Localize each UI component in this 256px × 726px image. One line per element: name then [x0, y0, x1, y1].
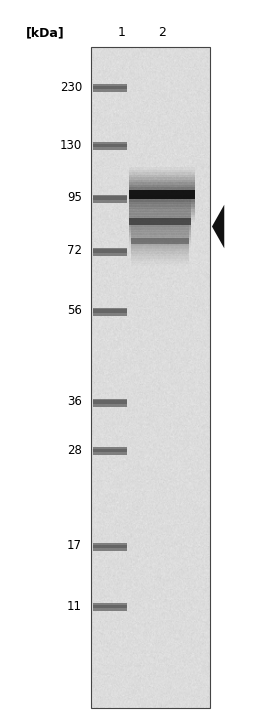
Bar	[129, 203, 191, 240]
Bar	[93, 195, 127, 203]
Bar	[131, 221, 189, 261]
Bar	[93, 86, 127, 89]
Bar	[91, 47, 210, 708]
Text: [kDa]: [kDa]	[26, 26, 64, 39]
Bar	[129, 174, 195, 215]
Bar	[129, 200, 191, 242]
Text: 230: 230	[60, 81, 82, 94]
Bar	[93, 144, 127, 147]
Bar	[93, 603, 127, 611]
Bar	[129, 218, 191, 225]
Bar	[129, 177, 195, 212]
Bar	[129, 216, 191, 227]
Bar	[131, 238, 189, 243]
Bar	[129, 198, 191, 245]
Bar	[129, 205, 191, 237]
Bar	[131, 233, 189, 248]
Bar	[129, 218, 191, 225]
Text: 36: 36	[67, 395, 82, 408]
Bar	[129, 167, 195, 222]
Bar	[129, 185, 195, 205]
Bar	[131, 238, 189, 243]
Text: 17: 17	[67, 539, 82, 552]
Text: 130: 130	[60, 139, 82, 152]
Bar	[93, 196, 127, 200]
Bar	[129, 170, 195, 219]
Bar	[129, 172, 195, 217]
Bar	[129, 179, 195, 209]
Bar	[93, 447, 127, 455]
Text: 1: 1	[118, 26, 125, 39]
Bar	[93, 142, 127, 150]
Text: 11: 11	[67, 600, 82, 613]
Bar	[129, 187, 195, 202]
Bar	[93, 248, 127, 256]
Bar	[93, 249, 127, 253]
Bar	[131, 226, 189, 256]
Bar	[131, 218, 189, 264]
Bar	[93, 543, 127, 551]
Text: 28: 28	[67, 444, 82, 457]
Bar	[93, 399, 127, 407]
Bar	[131, 228, 189, 253]
Bar	[129, 189, 195, 199]
Bar	[129, 208, 191, 235]
Bar	[129, 213, 191, 229]
Text: 95: 95	[67, 191, 82, 204]
Text: 2: 2	[159, 26, 166, 39]
Bar	[129, 211, 191, 232]
Bar	[93, 605, 127, 608]
Bar	[93, 400, 127, 404]
Bar	[93, 308, 127, 316]
Bar	[131, 236, 189, 246]
Polygon shape	[212, 205, 224, 248]
Text: 72: 72	[67, 244, 82, 257]
Bar	[129, 195, 191, 248]
Bar	[129, 182, 195, 207]
Text: 56: 56	[67, 304, 82, 317]
Bar	[131, 223, 189, 258]
Bar	[93, 309, 127, 313]
Bar	[131, 216, 189, 266]
Bar	[93, 449, 127, 452]
Bar	[93, 544, 127, 548]
Bar	[129, 189, 195, 199]
Bar	[131, 231, 189, 251]
Bar	[93, 84, 127, 92]
